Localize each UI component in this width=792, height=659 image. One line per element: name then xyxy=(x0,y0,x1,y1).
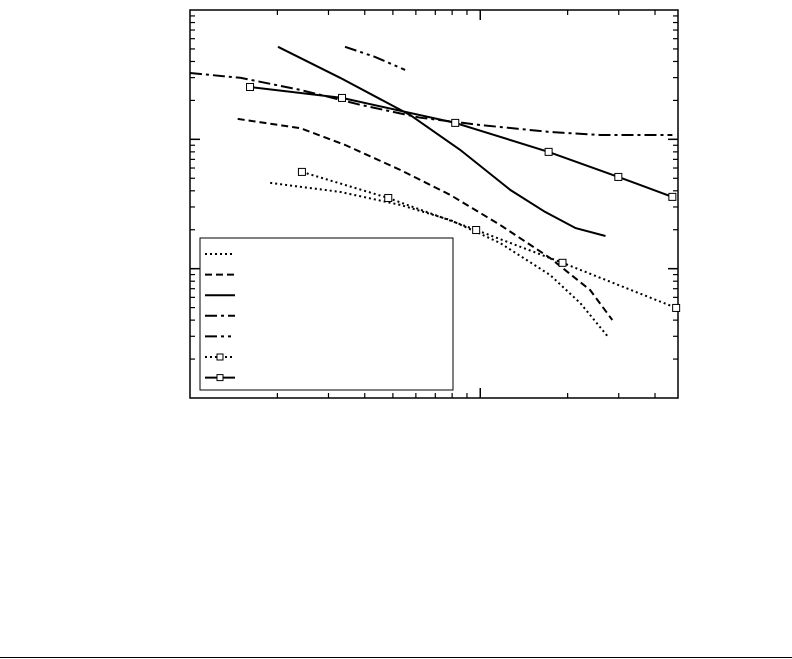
series-marker xyxy=(384,193,393,202)
plot-frame xyxy=(189,9,679,399)
legend-marker xyxy=(216,374,224,382)
series-line xyxy=(189,72,673,136)
legend-box xyxy=(199,237,454,391)
series-marker xyxy=(472,226,481,235)
series-line xyxy=(249,86,673,198)
series-marker xyxy=(338,93,347,102)
series-marker xyxy=(544,147,553,156)
series-line xyxy=(344,45,406,71)
series-marker xyxy=(246,82,255,91)
series-marker xyxy=(672,303,681,312)
series-line xyxy=(277,45,606,237)
series-marker xyxy=(451,118,460,127)
legend-marker xyxy=(216,353,224,361)
series-line xyxy=(301,170,677,309)
series-marker xyxy=(558,258,567,267)
series-line xyxy=(237,117,614,321)
series-marker xyxy=(614,172,623,181)
series-marker xyxy=(668,192,677,201)
series-marker xyxy=(297,167,306,176)
